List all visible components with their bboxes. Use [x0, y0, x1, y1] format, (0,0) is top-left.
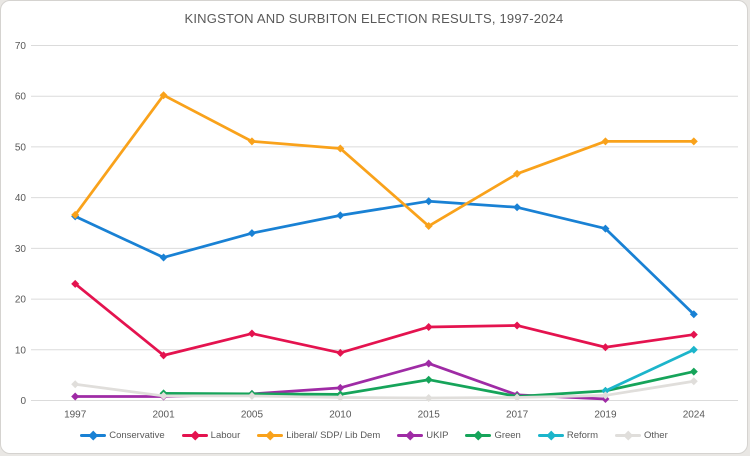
series-line-liberal-sdp-lib-dem	[73, 93, 696, 228]
x-tick-label: 1997	[64, 410, 87, 421]
data-point-marker	[601, 391, 610, 400]
x-tick-label: 2019	[594, 410, 617, 421]
data-point-marker	[424, 197, 433, 206]
legend-line-diamond-icon	[257, 430, 284, 441]
legend-line-diamond-icon	[181, 430, 208, 441]
legend-item-ukip: UKIP	[397, 430, 448, 441]
legend-label: Reform	[566, 430, 598, 441]
series-line-other	[73, 379, 696, 400]
legend-item-reform: Reform	[537, 430, 598, 441]
x-tick-label: 2001	[152, 410, 175, 421]
data-point-marker	[159, 253, 168, 262]
data-point-marker	[247, 137, 256, 146]
legend-item-liberal-sdp-lib-dem: Liberal/ SDP/ Lib Dem	[257, 430, 380, 441]
legend-line-diamond-icon	[537, 430, 564, 441]
x-tick-label: 2005	[241, 410, 264, 421]
chart-legend: Conservative Labour Liberal/ SDP/ Lib Dem U…	[1, 430, 747, 441]
data-point-marker	[601, 386, 610, 395]
y-tick-label: 30	[15, 244, 27, 255]
series-line-reform	[604, 348, 696, 393]
data-point-marker	[689, 367, 698, 376]
y-tick-label: 60	[15, 92, 27, 103]
data-point-marker	[513, 393, 522, 402]
data-point-marker	[689, 377, 698, 386]
data-point-marker	[71, 279, 80, 288]
data-point-marker	[513, 321, 522, 330]
data-point-marker	[689, 137, 698, 146]
data-point-marker	[159, 391, 168, 400]
legend-line-diamond-icon	[465, 430, 492, 441]
legend-line-diamond-icon	[615, 430, 641, 441]
data-point-marker	[336, 383, 345, 392]
data-point-marker	[247, 329, 256, 338]
legend-label: Liberal/ SDP/ Lib Dem	[286, 430, 381, 441]
data-point-marker	[336, 211, 345, 220]
data-point-marker	[159, 91, 168, 100]
data-point-marker	[336, 144, 345, 153]
x-tick-label: 2015	[418, 410, 441, 421]
y-tick-label: 70	[15, 41, 27, 52]
legend-item-labour: Labour	[181, 430, 241, 441]
data-point-marker	[424, 375, 433, 384]
data-point-marker	[424, 359, 433, 368]
data-point-marker	[424, 393, 433, 402]
y-tick-label: 50	[15, 142, 27, 153]
data-point-marker	[601, 137, 610, 146]
data-point-marker	[601, 224, 610, 233]
x-tick-label: 2024	[683, 410, 706, 421]
data-point-marker	[601, 343, 610, 352]
data-point-marker	[689, 345, 698, 354]
legend-line-diamond-icon	[80, 430, 107, 441]
legend-item-other: Other	[615, 430, 668, 441]
y-tick-label: 10	[15, 345, 27, 356]
data-point-marker	[71, 392, 80, 401]
data-point-marker	[159, 351, 168, 360]
legend-item-green: Green	[465, 430, 521, 441]
legend-label: UKIP	[426, 430, 449, 441]
data-point-marker	[71, 380, 80, 389]
data-point-marker	[513, 169, 522, 178]
legend-line-diamond-icon	[397, 430, 424, 441]
data-point-marker	[336, 393, 345, 402]
data-point-marker	[513, 203, 522, 212]
y-tick-label: 20	[15, 295, 27, 306]
data-point-marker	[336, 348, 345, 357]
legend-label: Other	[644, 430, 668, 441]
legend-label: Labour	[210, 430, 241, 441]
data-point-marker	[71, 210, 80, 219]
data-point-marker	[247, 229, 256, 238]
y-tick-label: 0	[20, 396, 26, 407]
data-point-marker	[424, 322, 433, 331]
legend-item-conservative: Conservative	[80, 430, 165, 441]
data-point-marker	[689, 330, 698, 339]
series-line-labour	[73, 282, 696, 357]
x-tick-label: 2010	[329, 410, 352, 421]
data-point-marker	[247, 391, 256, 400]
chart-title: KINGSTON AND SURBITON ELECTION RESULTS, …	[184, 11, 564, 26]
x-tick-label: 2017	[506, 410, 529, 421]
data-point-marker	[424, 222, 433, 231]
y-tick-label: 40	[15, 193, 27, 204]
legend-label: Green	[494, 430, 521, 441]
series-line-conservative	[73, 199, 696, 316]
legend-label: Conservative	[109, 430, 165, 441]
data-point-marker	[689, 310, 698, 319]
